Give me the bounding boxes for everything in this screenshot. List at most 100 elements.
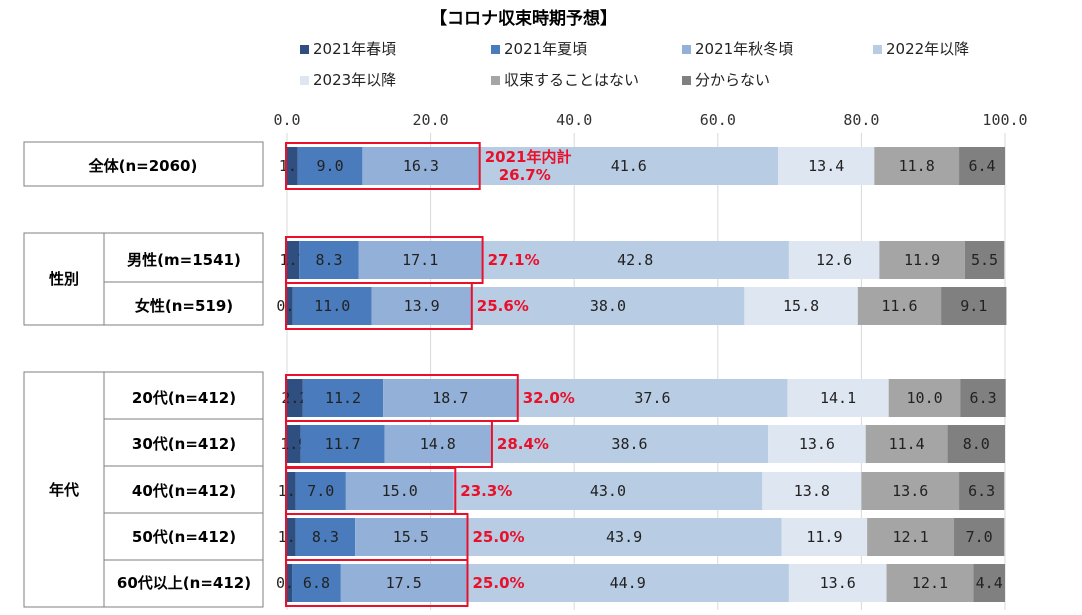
bar-value-label: 11.0 (314, 297, 350, 315)
bar-value-label: 1.9 (280, 435, 307, 453)
bars: 1.5 9.0 16.3 41.6 13.4 11.8 6.41.7 8.3 17.1 42.8 1… (276, 147, 1007, 602)
bar-value-label: 8.3 (315, 251, 342, 269)
total-label: 23.3% (460, 482, 512, 500)
bar-value-label: 6.3 (968, 482, 995, 500)
bar-value-label: 43.0 (590, 482, 626, 500)
legend-label: 2022年以降 (886, 40, 969, 58)
legend-label: 2021年夏頃 (504, 40, 587, 58)
bar-segment (861, 472, 960, 510)
bar-segment (345, 472, 454, 510)
bar-segment (874, 147, 960, 185)
bar-segment (768, 425, 866, 463)
bar-segment (960, 379, 1006, 417)
bar-value-label: 12.6 (816, 251, 852, 269)
bar-value-label: 17.5 (386, 574, 422, 592)
bar-segment (865, 425, 948, 463)
total-highlight-box (285, 559, 469, 607)
bar-value-label: 12.1 (912, 574, 948, 592)
bar-segment (973, 564, 1005, 602)
bar-segment (959, 472, 1005, 510)
bar-value-label: 8.0 (963, 435, 990, 453)
legend-swatch (873, 45, 882, 54)
bar-segment (295, 518, 356, 556)
bar-value-label: 11.4 (889, 435, 925, 453)
row-cell-border (23, 141, 264, 187)
legend-label: 収束することはない (504, 71, 639, 89)
legend-label: 2023年以降 (313, 71, 396, 89)
bar-segment (481, 241, 789, 279)
bar-segment (287, 287, 293, 325)
bar-segment (287, 147, 298, 185)
bar-segment (383, 379, 518, 417)
bar-value-label: 10.0 (907, 389, 943, 407)
x-tick-label: 100.0 (982, 111, 1027, 129)
bar-segment (781, 518, 868, 556)
bar-value-label: 38.0 (590, 297, 626, 315)
bar-value-label: 18.7 (432, 389, 468, 407)
bar-segment (384, 425, 491, 463)
bar-segment (744, 287, 858, 325)
row-label: 女性(n=519) (135, 297, 233, 315)
bar-segment (959, 147, 1005, 185)
bar-value-label: 17.1 (402, 251, 438, 269)
total-label: 28.4% (497, 435, 549, 453)
group-label: 性別 (49, 270, 79, 288)
bar-value-label: 7.0 (966, 528, 993, 546)
bar-value-label: 44.9 (610, 574, 646, 592)
bar-value-label: 11.9 (806, 528, 842, 546)
bar-segment (287, 379, 303, 417)
total-highlight-box (285, 142, 481, 190)
bar-value-label: 11.7 (325, 435, 361, 453)
group-border (23, 232, 264, 326)
legend: 2021年春頃 2021年夏頃 2021年秋冬頃 2022年以降 2023年以降 収束する… (300, 40, 969, 89)
total-label: 2021年内計 26.7% (485, 148, 572, 184)
bar-segment (287, 472, 296, 510)
legend-swatch (491, 45, 500, 54)
bar-value-label: 8.3 (312, 528, 339, 546)
bar-value-label: 2.2 (281, 389, 308, 407)
bar-value-label: 13.6 (820, 574, 856, 592)
bar-segment (466, 564, 789, 602)
group-border (23, 371, 264, 608)
row-label: 60代以上(n=412) (117, 574, 251, 592)
legend-label: 2021年春頃 (313, 40, 396, 58)
bar-segment (302, 379, 384, 417)
bar-segment (941, 287, 1007, 325)
bar-segment (297, 147, 363, 185)
legend-swatch (682, 45, 691, 54)
bar-segment (879, 241, 965, 279)
bar-segment (778, 147, 875, 185)
bar-segment (299, 241, 359, 279)
bar-value-label: 6.4 (968, 157, 995, 175)
x-tick-label: 60.0 (700, 111, 736, 129)
bar-segment (340, 564, 467, 602)
legend-label: 2021年秋冬頃 (695, 40, 793, 58)
total-label: 27.1% (488, 251, 540, 269)
bar-value-label: 13.8 (794, 482, 830, 500)
bar-segment (490, 425, 769, 463)
bar-value-label: 9.1 (960, 297, 987, 315)
legend-swatch (682, 76, 691, 85)
chart-title: 【コロナ収束時期予想】 (430, 8, 617, 29)
bar-value-label: 38.6 (611, 435, 647, 453)
bar-segment (867, 518, 955, 556)
x-tick-label: 0.0 (273, 111, 300, 129)
bar-segment (857, 287, 942, 325)
bar-value-label: 15.5 (393, 528, 429, 546)
row-label: 40代(n=412) (132, 482, 236, 500)
bar-value-label: 42.8 (617, 251, 653, 269)
bar-segment (287, 241, 300, 279)
total-highlight-box (285, 282, 473, 330)
bar-segment (287, 518, 296, 556)
bar-value-label: 13.6 (799, 435, 835, 453)
bar-value-label: 7.0 (307, 482, 334, 500)
bar-segment (295, 472, 346, 510)
row-label: 全体(n=2060) (88, 157, 198, 175)
bar-value-label: 41.6 (611, 157, 647, 175)
bar-value-label: 14.8 (420, 435, 456, 453)
bar-segment (886, 564, 974, 602)
x-tick-label: 20.0 (413, 111, 449, 129)
group-label: 年代 (49, 481, 79, 499)
legend-label: 分からない (695, 71, 770, 89)
